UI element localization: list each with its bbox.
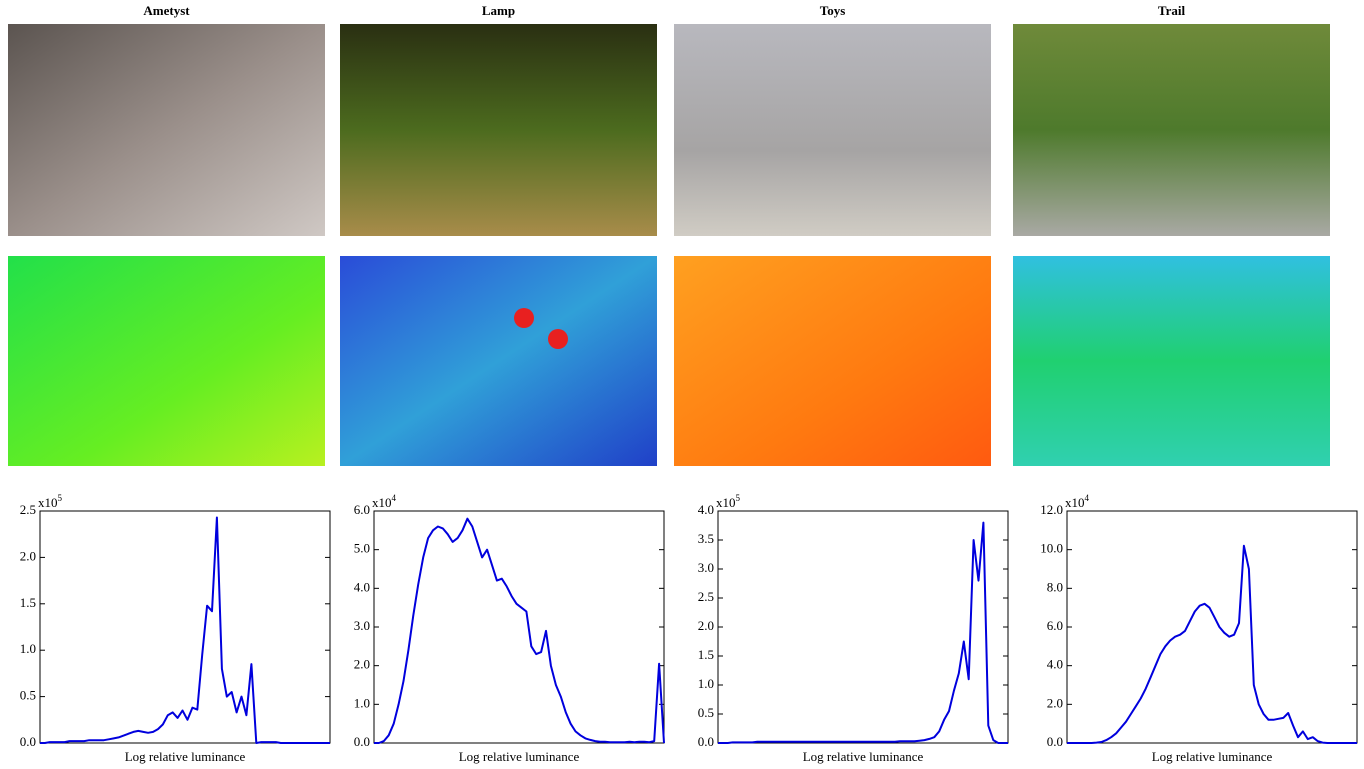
photo: [8, 24, 325, 236]
column-title: Lamp: [482, 3, 515, 18]
y-tick-label: 6.0: [354, 502, 370, 517]
histogram-line: [718, 523, 1008, 743]
x-axis-label: Log relative luminance: [459, 749, 580, 764]
y-tick-label: 0.0: [354, 734, 370, 749]
y-tick-label: 3.0: [354, 618, 370, 633]
y-tick-label: 2.5: [698, 589, 714, 604]
photo: [1013, 24, 1330, 236]
plot-frame: [40, 511, 330, 743]
histogram-line: [374, 519, 664, 743]
photo: [340, 24, 657, 236]
y-scale-exponent: 4: [392, 493, 397, 503]
y-tick-label: 1.0: [354, 695, 370, 710]
y-tick-label: 12.0: [1040, 502, 1063, 517]
y-tick-label: 2.0: [1047, 695, 1063, 710]
y-scale-base: x10: [716, 495, 736, 510]
x-axis-label: Log relative luminance: [803, 749, 924, 764]
y-scale-label: x104: [1065, 493, 1090, 510]
histogram-line: [40, 518, 330, 744]
y-scale-exponent: 5: [736, 493, 741, 503]
y-tick-label: 3.0: [698, 560, 714, 575]
y-scale-exponent: 4: [1085, 493, 1090, 503]
figure: Ametyst0.00.51.01.52.02.5x105Log relativ…: [0, 0, 1364, 769]
y-scale-exponent: 5: [58, 493, 63, 503]
x-axis-label: Log relative luminance: [125, 749, 246, 764]
y-tick-label: 1.0: [698, 676, 714, 691]
y-scale-base: x10: [1065, 495, 1085, 510]
y-tick-label: 2.0: [698, 618, 714, 633]
y-tick-label: 0.0: [1047, 734, 1063, 749]
y-scale-label: x105: [716, 493, 741, 510]
false-color-map: [8, 256, 325, 466]
column-title: Ametyst: [143, 3, 190, 18]
y-tick-label: 0.5: [20, 688, 36, 703]
y-tick-label: 8.0: [1047, 579, 1063, 594]
plot-frame: [1067, 511, 1357, 743]
y-tick-label: 2.0: [20, 548, 36, 563]
x-axis-label: Log relative luminance: [1152, 749, 1273, 764]
plot-frame: [374, 511, 664, 743]
false-color-map: [1013, 256, 1330, 466]
photo: [674, 24, 991, 236]
y-tick-label: 2.0: [354, 657, 370, 672]
y-tick-label: 4.0: [354, 579, 370, 594]
highlight: [548, 329, 568, 349]
y-tick-label: 0.0: [20, 734, 36, 749]
y-tick-label: 3.5: [698, 531, 714, 546]
y-tick-label: 10.0: [1040, 541, 1063, 556]
y-scale-base: x10: [372, 495, 392, 510]
histogram-line: [1067, 546, 1357, 743]
false-color-map: [340, 256, 657, 466]
y-tick-label: 4.0: [698, 502, 714, 517]
y-tick-label: 1.5: [698, 647, 714, 662]
y-scale-label: x105: [38, 493, 63, 510]
y-tick-label: 2.5: [20, 502, 36, 517]
y-scale-label: x104: [372, 493, 397, 510]
y-tick-label: 5.0: [354, 541, 370, 556]
y-tick-label: 0.0: [698, 734, 714, 749]
y-scale-base: x10: [38, 495, 58, 510]
y-tick-label: 0.5: [698, 705, 714, 720]
column-title: Trail: [1158, 3, 1186, 18]
false-color-map: [674, 256, 991, 466]
highlight: [514, 308, 534, 328]
y-tick-label: 4.0: [1047, 657, 1063, 672]
column-title: Toys: [820, 3, 846, 18]
y-tick-label: 1.0: [20, 641, 36, 656]
y-tick-label: 1.5: [20, 595, 36, 610]
y-tick-label: 6.0: [1047, 618, 1063, 633]
plot-frame: [718, 511, 1008, 743]
page: Ametyst0.00.51.01.52.02.5x105Log relativ…: [0, 0, 1364, 769]
